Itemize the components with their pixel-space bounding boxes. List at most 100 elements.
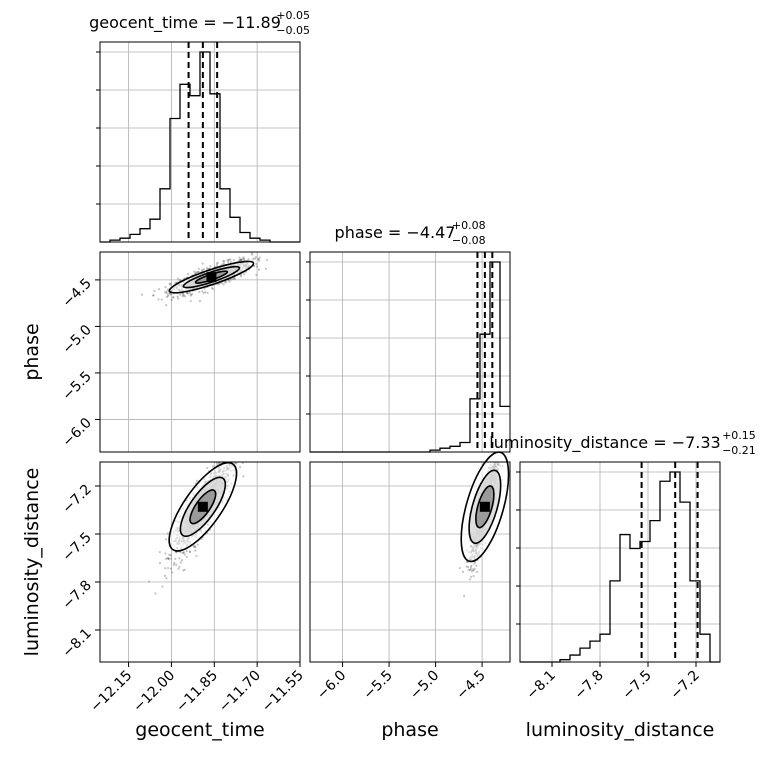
scatter-point bbox=[233, 277, 236, 280]
scatter-point bbox=[163, 291, 167, 294]
scatter-point bbox=[154, 592, 157, 595]
y-axis-label-luminosity_distance: luminosity_distance bbox=[21, 468, 43, 657]
scatter-point bbox=[258, 256, 261, 259]
scatter-point bbox=[229, 258, 232, 261]
scatter-point bbox=[240, 275, 243, 278]
scatter-point bbox=[164, 552, 167, 555]
scatter-point bbox=[469, 568, 472, 571]
scatter-point bbox=[257, 268, 261, 271]
scatter-point bbox=[198, 300, 202, 303]
scatter-point bbox=[198, 290, 201, 294]
scatter-point bbox=[158, 550, 161, 554]
scatter-point bbox=[194, 546, 197, 549]
scatter-point bbox=[176, 277, 180, 280]
scatter-point bbox=[188, 550, 192, 553]
scatter-point bbox=[165, 295, 169, 299]
scatter-point bbox=[148, 580, 151, 583]
scatter-point bbox=[233, 277, 237, 280]
scatter-point bbox=[215, 262, 219, 265]
scatter-point bbox=[189, 299, 192, 303]
scatter-point bbox=[202, 291, 205, 295]
y-tick-label: −4.5 bbox=[59, 275, 94, 310]
scatter-point bbox=[461, 570, 465, 573]
scatter-point bbox=[197, 270, 200, 273]
title-phase: phase = −4.47 bbox=[335, 223, 456, 242]
scatter-point bbox=[196, 270, 199, 274]
scatter-point bbox=[164, 538, 168, 541]
scatter-point bbox=[177, 297, 180, 300]
scatter-point bbox=[153, 290, 156, 293]
scatter-point bbox=[240, 258, 243, 261]
scatter-point bbox=[467, 568, 470, 571]
title-sub-phase: −0.08 bbox=[452, 234, 486, 247]
scatter-point bbox=[227, 279, 230, 282]
scatter-point bbox=[251, 253, 254, 256]
scatter-point bbox=[160, 298, 163, 301]
scatter-point bbox=[180, 559, 183, 562]
scatter-point bbox=[169, 293, 172, 296]
scatter-point bbox=[242, 257, 245, 260]
scatter-point bbox=[179, 293, 182, 296]
scatter-point bbox=[182, 551, 185, 554]
scatter-point bbox=[182, 551, 185, 554]
scatter-point bbox=[211, 465, 214, 468]
scatter-point bbox=[167, 293, 170, 296]
scatter-point bbox=[239, 258, 242, 262]
scatter-point bbox=[228, 280, 231, 283]
scatter-point bbox=[255, 273, 258, 277]
x-axis-label-geocent_time: geocent_time bbox=[135, 719, 264, 741]
scatter-point bbox=[182, 569, 185, 572]
scatter-point bbox=[208, 267, 211, 270]
scatter-point bbox=[175, 563, 178, 566]
scatter-point bbox=[152, 294, 155, 297]
scatter-point bbox=[247, 258, 250, 261]
scatter-point bbox=[205, 266, 208, 270]
title-sub-luminosity_distance: −0.21 bbox=[722, 444, 756, 457]
y-tick-label: −7.5 bbox=[59, 530, 94, 565]
scatter-point bbox=[178, 557, 181, 560]
x-axis-label-luminosity_distance: luminosity_distance bbox=[526, 719, 715, 741]
scatter-point bbox=[470, 575, 473, 578]
scatter-point bbox=[255, 262, 258, 266]
scatter-point bbox=[221, 263, 224, 266]
scatter-point bbox=[196, 543, 199, 546]
x-axis-label-phase: phase bbox=[381, 719, 438, 741]
scatter-point bbox=[169, 557, 173, 560]
scatter-point bbox=[220, 281, 223, 285]
scatter-point bbox=[470, 564, 473, 567]
scatter-point bbox=[255, 265, 259, 268]
scatter-point bbox=[218, 462, 221, 465]
scatter-point bbox=[182, 294, 186, 297]
scatter-point bbox=[189, 293, 193, 296]
x-tick-label: −11.85 bbox=[173, 668, 221, 716]
x-tick-label: −12.15 bbox=[87, 668, 135, 716]
x-tick-label: −7.5 bbox=[619, 668, 654, 703]
scatter-point bbox=[209, 265, 212, 268]
scatter-point bbox=[195, 554, 198, 557]
scatter-point bbox=[140, 293, 143, 296]
x-tick-label: −4.5 bbox=[454, 668, 489, 703]
title-luminosity_distance: luminosity_distance = −7.33 bbox=[489, 433, 720, 453]
scatter-point bbox=[163, 574, 166, 578]
scatter-point bbox=[164, 567, 167, 570]
density-peak bbox=[479, 501, 490, 512]
scatter-point bbox=[167, 557, 170, 560]
scatter-point bbox=[238, 256, 241, 259]
scatter-point bbox=[166, 557, 169, 560]
scatter-point bbox=[193, 545, 196, 548]
scatter-point bbox=[230, 278, 233, 281]
scatter-point bbox=[257, 258, 260, 261]
scatter-point bbox=[243, 257, 246, 261]
scatter-point bbox=[181, 551, 184, 555]
scatter-point bbox=[458, 566, 461, 570]
scatter-point bbox=[234, 461, 237, 465]
scatter-point bbox=[228, 258, 231, 261]
scatter-point bbox=[466, 565, 470, 569]
scatter-point bbox=[252, 257, 255, 261]
scatter-point bbox=[183, 553, 187, 556]
scatter-point bbox=[470, 570, 474, 573]
scatter-point bbox=[265, 258, 269, 262]
scatter-point bbox=[170, 298, 173, 301]
scatter-point bbox=[243, 273, 246, 276]
scatter-point bbox=[240, 258, 243, 262]
